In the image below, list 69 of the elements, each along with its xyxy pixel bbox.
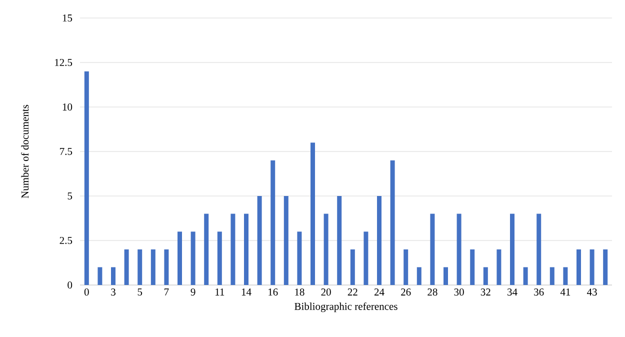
bar [563, 267, 568, 285]
bar [404, 249, 408, 285]
y-tick-label: 10 [62, 103, 72, 111]
bar [138, 249, 142, 285]
x-tick-label: 20 [321, 288, 331, 296]
bar [510, 214, 515, 285]
x-tick-label: 5 [138, 288, 142, 296]
y-tick-label: 5 [68, 192, 72, 200]
bar [310, 142, 316, 285]
bar [124, 249, 129, 285]
x-tick-label: 34 [508, 288, 518, 296]
x-tick-label: 18 [295, 288, 304, 296]
bar [430, 214, 435, 285]
x-tick-label: 22 [348, 288, 358, 296]
bar [536, 214, 542, 285]
y-axis-title: Number of documents [21, 104, 29, 198]
bar [178, 232, 182, 285]
bar [204, 214, 209, 285]
x-tick-label: 28 [428, 288, 438, 296]
bar [164, 249, 169, 285]
bar [603, 249, 608, 285]
bar [590, 249, 594, 285]
x-tick-label: 36 [534, 288, 544, 296]
bar [390, 160, 395, 285]
bar [416, 267, 422, 285]
bar [350, 249, 355, 285]
bar [364, 232, 368, 285]
bar [523, 267, 528, 285]
y-tick-label: 12.5 [55, 58, 72, 66]
x-tick-label: 32 [480, 288, 490, 296]
bar [324, 214, 328, 285]
x-axis-title: Bibliographic references [294, 302, 398, 312]
bar [470, 249, 475, 285]
x-tick-label: 11 [216, 288, 224, 296]
x-tick-label: 0 [84, 288, 89, 296]
bar [496, 249, 502, 285]
bar [456, 214, 462, 285]
bar [337, 196, 342, 285]
x-tick-label: 7 [164, 288, 169, 296]
bar [270, 160, 276, 285]
bar [111, 267, 116, 285]
x-tick-label: 30 [454, 288, 464, 296]
y-tick-label: 7.5 [60, 148, 72, 156]
bar [444, 267, 448, 285]
bar [284, 196, 288, 285]
bar [483, 267, 488, 285]
x-tick-label: 41 [560, 288, 570, 296]
bar [244, 214, 248, 285]
x-tick-label: 26 [401, 288, 411, 296]
bar [150, 249, 156, 285]
bar [297, 232, 302, 285]
y-tick-label: 0 [68, 281, 72, 289]
y-tick-label: 2.5 [60, 236, 72, 244]
bar [84, 71, 89, 285]
x-tick-label: 16 [268, 288, 278, 296]
y-tick-label: 15 [62, 14, 72, 22]
x-tick-label: 43 [587, 288, 597, 296]
bar [550, 267, 554, 285]
bar [190, 232, 196, 285]
bar [377, 196, 382, 285]
bar [98, 267, 102, 285]
x-tick-label: 14 [242, 288, 252, 296]
bar [217, 232, 222, 285]
x-tick-label: 3 [111, 288, 116, 296]
bar [230, 214, 236, 285]
bar [576, 249, 582, 285]
x-tick-label: 9 [190, 288, 196, 296]
bar [257, 196, 262, 285]
x-tick-label: 24 [374, 288, 384, 296]
